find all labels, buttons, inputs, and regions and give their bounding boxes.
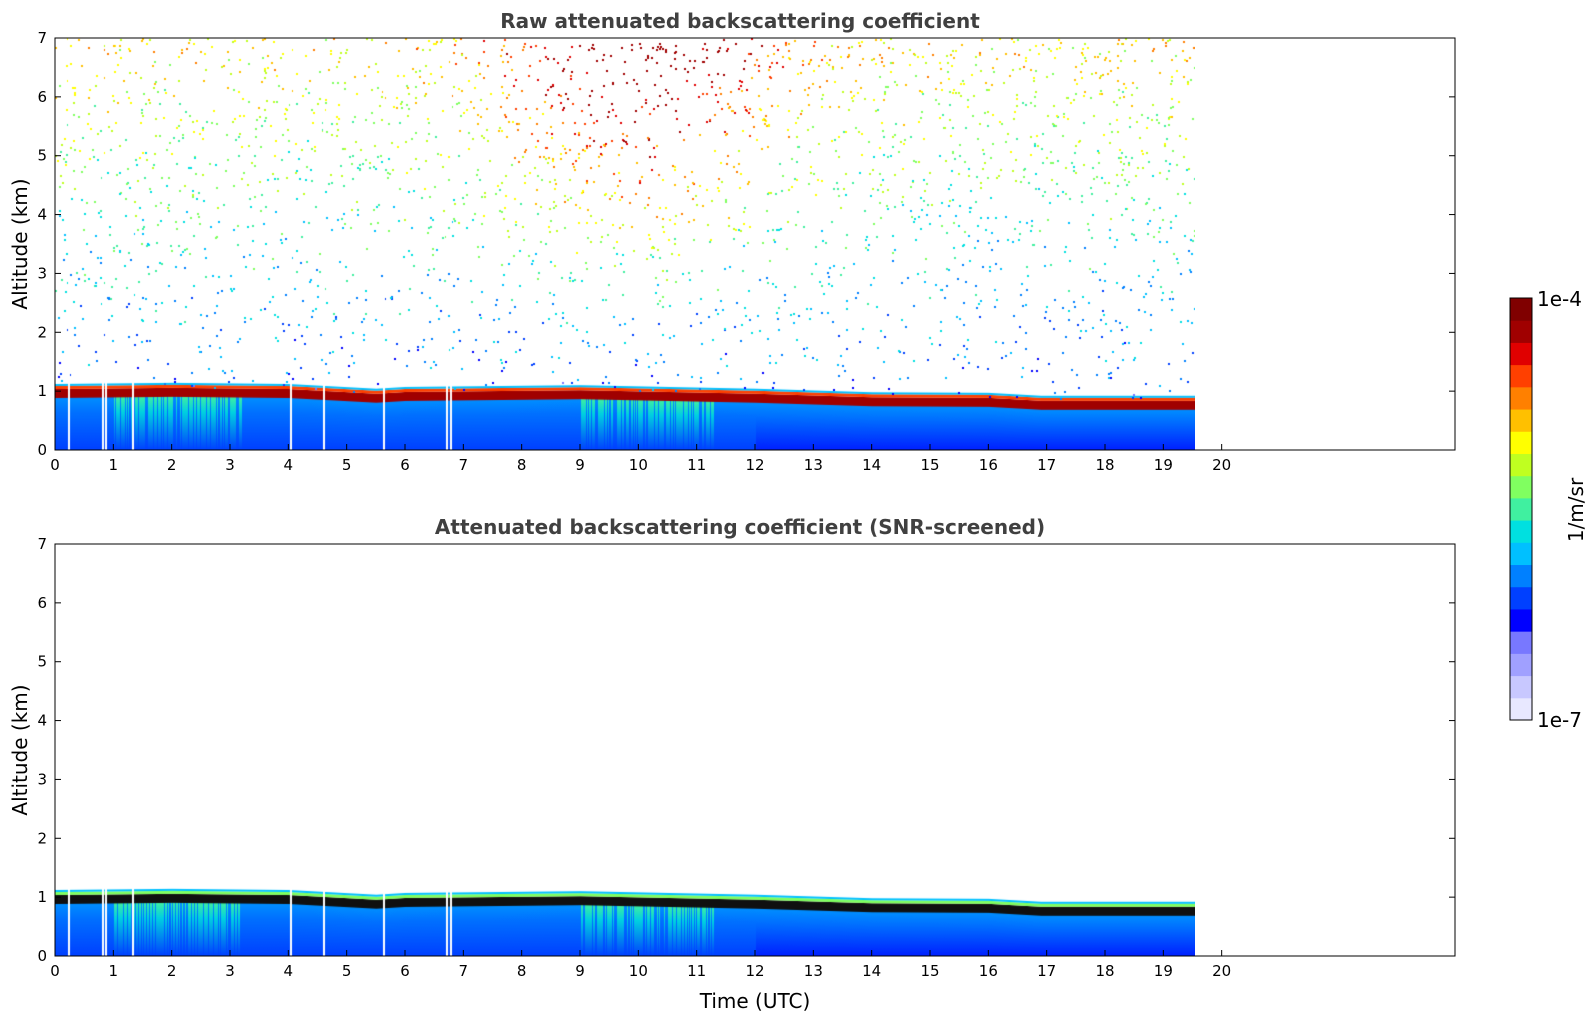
x-tick-label: 11 bbox=[687, 962, 706, 980]
x-tick-label: 14 bbox=[862, 456, 881, 474]
y-tick-label: 5 bbox=[37, 147, 47, 165]
y-tick-label: 3 bbox=[37, 770, 47, 788]
colorbar-band bbox=[1510, 586, 1532, 610]
x-tick-label: 5 bbox=[342, 456, 352, 474]
x-tick-label: 7 bbox=[459, 962, 469, 980]
x-tick-label: 19 bbox=[1154, 962, 1173, 980]
y-tick-label: 0 bbox=[37, 441, 47, 459]
colorbar-band bbox=[1510, 364, 1532, 388]
x-tick-label: 17 bbox=[1037, 456, 1056, 474]
x-tick-label: 3 bbox=[225, 962, 235, 980]
x-tick-label: 4 bbox=[284, 456, 294, 474]
colorbar-band bbox=[1510, 631, 1532, 654]
y-tick-label: 5 bbox=[37, 653, 47, 671]
colorbar-bands bbox=[1510, 298, 1532, 721]
x-tick-label: 14 bbox=[862, 962, 881, 980]
colorbar-band bbox=[1510, 497, 1532, 521]
colorbar-band bbox=[1510, 298, 1532, 321]
x-tick-label: 12 bbox=[745, 456, 764, 474]
x-tick-label: 16 bbox=[979, 962, 998, 980]
panel-title: Attenuated backscattering coefficient (S… bbox=[435, 515, 1045, 539]
x-tick-label: 19 bbox=[1154, 456, 1173, 474]
y-tick-label: 4 bbox=[37, 712, 47, 730]
colorbar-unit-label: 1/m/sr bbox=[1564, 477, 1588, 542]
x-tick-label: 9 bbox=[575, 456, 585, 474]
x-tick-label: 12 bbox=[745, 962, 764, 980]
y-axis-ticks: 0 1 2 3 4 5 6 7 bbox=[37, 29, 1455, 459]
y-tick-label: 1 bbox=[37, 382, 47, 400]
panel-raw: Raw attenuated backscattering coefficien… bbox=[8, 9, 1456, 474]
y-tick-label: 2 bbox=[37, 323, 47, 341]
x-tick-label: 11 bbox=[687, 456, 706, 474]
x-axis-label: Time (UTC) bbox=[699, 989, 811, 1013]
x-tick-label: 4 bbox=[284, 962, 294, 980]
y-tick-label: 6 bbox=[37, 594, 47, 612]
x-tick-label: 7 bbox=[459, 456, 469, 474]
colorbar-band bbox=[1510, 520, 1532, 543]
y-axis-label: Altitude (km) bbox=[8, 178, 32, 309]
y-tick-label: 6 bbox=[37, 88, 47, 106]
x-tick-label: 1 bbox=[109, 456, 119, 474]
x-tick-label: 3 bbox=[225, 456, 235, 474]
heatmap-image bbox=[55, 38, 1195, 450]
backscatter-raster bbox=[55, 544, 1195, 956]
x-tick-label: 20 bbox=[1212, 456, 1231, 474]
colorbar-band bbox=[1510, 475, 1532, 499]
y-axis-ticks: 0 1 2 3 4 5 6 7 bbox=[37, 535, 1455, 965]
colorbar-frame bbox=[1509, 297, 1533, 721]
colorbar-band bbox=[1510, 342, 1532, 366]
x-tick-label: 8 bbox=[517, 456, 527, 474]
y-tick-label: 4 bbox=[37, 206, 47, 224]
colorbar-band bbox=[1510, 675, 1532, 699]
x-tick-label: 6 bbox=[400, 962, 410, 980]
y-tick-label: 1 bbox=[37, 888, 47, 906]
colorbar-band bbox=[1510, 453, 1532, 477]
x-tick-label: 15 bbox=[920, 962, 939, 980]
colorbar-band bbox=[1510, 697, 1532, 721]
x-tick-label: 13 bbox=[804, 962, 823, 980]
colorbar: 1e-4 1e-7 1/m/sr bbox=[1509, 287, 1588, 732]
colorbar-max-label: 1e-4 bbox=[1537, 287, 1582, 311]
x-tick-label: 6 bbox=[400, 456, 410, 474]
x-axis-ticks: 0 1 2 3 4 5 6 7 8 9 10 11 12 13 14 15 16 17 18 19 20 bbox=[50, 950, 1231, 980]
y-tick-label: 0 bbox=[37, 947, 47, 965]
x-tick-label: 10 bbox=[629, 456, 648, 474]
panel-snr-screened: Attenuated backscattering coefficient (S… bbox=[8, 515, 1456, 1013]
x-tick-label: 18 bbox=[1095, 962, 1114, 980]
colorbar-band bbox=[1510, 431, 1532, 454]
y-axis-label: Altitude (km) bbox=[8, 684, 32, 815]
colorbar-band bbox=[1510, 564, 1532, 588]
x-tick-label: 2 bbox=[167, 456, 177, 474]
x-tick-label: 0 bbox=[50, 456, 60, 474]
colorbar-min-label: 1e-7 bbox=[1537, 708, 1582, 732]
x-tick-label: 5 bbox=[342, 962, 352, 980]
y-tick-label: 7 bbox=[37, 535, 47, 553]
colorbar-band bbox=[1510, 409, 1532, 432]
x-tick-label: 9 bbox=[575, 962, 585, 980]
colorbar-band bbox=[1510, 653, 1532, 677]
x-tick-label: 0 bbox=[50, 962, 60, 980]
colorbar-band bbox=[1510, 386, 1532, 410]
x-axis-ticks: 0 1 2 3 4 5 6 7 8 9 10 11 12 13 14 15 16 17 18 19 20 bbox=[50, 444, 1231, 474]
x-tick-label: 18 bbox=[1095, 456, 1114, 474]
colorbar-band bbox=[1510, 542, 1532, 566]
panel-title: Raw attenuated backscattering coefficien… bbox=[500, 9, 980, 33]
y-tick-label: 7 bbox=[37, 29, 47, 47]
x-tick-label: 13 bbox=[804, 456, 823, 474]
colorbar-band bbox=[1510, 608, 1532, 632]
x-tick-label: 2 bbox=[167, 962, 177, 980]
x-tick-label: 17 bbox=[1037, 962, 1056, 980]
y-tick-label: 3 bbox=[37, 264, 47, 282]
x-tick-label: 8 bbox=[517, 962, 527, 980]
colorbar-band bbox=[1510, 320, 1532, 343]
x-tick-label: 16 bbox=[979, 456, 998, 474]
y-tick-label: 2 bbox=[37, 829, 47, 847]
x-tick-label: 1 bbox=[109, 962, 119, 980]
heatmap-image bbox=[55, 544, 1195, 956]
x-tick-label: 15 bbox=[920, 456, 939, 474]
x-tick-label: 20 bbox=[1212, 962, 1231, 980]
x-tick-label: 10 bbox=[629, 962, 648, 980]
backscatter-raster bbox=[55, 38, 1195, 450]
